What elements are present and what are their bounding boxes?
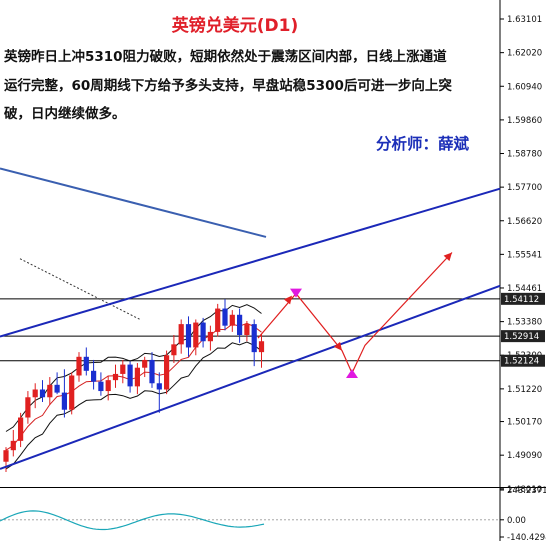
- band-lower: [5, 341, 262, 470]
- candle-body: [229, 314, 235, 326]
- candle-body: [32, 389, 38, 398]
- price-tag-box: [501, 354, 545, 367]
- candle-body: [251, 324, 257, 353]
- candle-body: [98, 381, 104, 392]
- candle-body: [134, 367, 140, 387]
- price-tick-label: 1.48010: [507, 485, 542, 495]
- candle-body: [61, 392, 67, 410]
- price-tag-box: [501, 292, 545, 305]
- analyst-label: 分析师：薛斌: [376, 134, 470, 153]
- price-tick-label: 1.59860: [507, 116, 542, 126]
- forecast-arrowhead: [333, 341, 342, 351]
- forecast-marker: [346, 368, 358, 378]
- forecast-marker: [290, 288, 302, 298]
- candle-body: [120, 364, 126, 374]
- candle-body: [91, 370, 97, 382]
- price-tick-label: 1.60940: [507, 82, 542, 92]
- indicator-tick-label: 243.2371: [507, 486, 546, 496]
- candle-body: [171, 344, 177, 356]
- candle-body: [54, 384, 60, 393]
- candle-body: [10, 440, 16, 451]
- candle-body: [164, 355, 170, 390]
- candle-body: [215, 308, 221, 332]
- candle-body: [237, 314, 243, 336]
- price-tick-label: 1.53380: [507, 318, 542, 328]
- candle-body: [39, 389, 46, 398]
- indicator-tick-label: 0.00: [507, 516, 526, 526]
- candle-body: [18, 417, 24, 441]
- price-tag-label: 1.52914: [504, 332, 539, 342]
- price-tick-label: 1.50170: [507, 418, 542, 428]
- price-tick-label: 1.57700: [507, 183, 542, 193]
- candle-body: [25, 397, 31, 418]
- channel-lower-line: [0, 284, 501, 470]
- candle-body: [222, 308, 228, 326]
- candle-body: [142, 359, 148, 368]
- price-tick-label: 1.51220: [507, 385, 542, 395]
- indicator-panel: 243.2371 0.00 -140.4294: [0, 486, 546, 541]
- forecast-arrowhead: [283, 295, 292, 305]
- ma60-line: [0, 167, 267, 238]
- candle-body: [127, 364, 133, 387]
- indicator-tick-label: -140.4294: [507, 533, 546, 541]
- price-tag-label: 1.52124: [504, 357, 539, 367]
- channel-upper-line: [0, 187, 501, 338]
- candle-body: [258, 341, 265, 353]
- forecast-path: [257, 252, 453, 375]
- candle-body: [76, 356, 82, 376]
- price-tick-label: 1.58780: [507, 150, 542, 160]
- price-tick-label: 1.56620: [507, 217, 542, 227]
- price-tag-label: 1.54112: [504, 295, 539, 305]
- candle-body: [105, 380, 111, 392]
- candle-body: [3, 450, 9, 462]
- candle-body: [178, 324, 184, 345]
- price-axis: 1.63101 1.62020 1.60940 1.59860 1.58780 1.577…: [500, 15, 545, 495]
- description-line-3: 破，日内继续做多。: [4, 105, 126, 122]
- chart-title: 英镑兑美元(D1): [172, 15, 298, 36]
- description-line-1: 英镑昨日上冲5310阻力破败，短期依然处于震荡区间内部，日线上涨通道: [3, 48, 447, 65]
- candle-body: [244, 324, 250, 336]
- candle-body: [156, 383, 162, 390]
- description-line-2: 运行完整，60周期线下方给予多头支持，早盘站稳5300后可进一步向上突: [4, 77, 452, 94]
- price-tick-label: 1.63101: [507, 15, 542, 25]
- price-tag-box: [501, 330, 545, 343]
- dotted-guide-line: [19, 258, 141, 320]
- candle-body: [185, 324, 192, 348]
- candle-body: [200, 322, 206, 342]
- candle-body: [149, 359, 155, 384]
- price-tick-label: 1.49090: [507, 451, 542, 461]
- candle-body: [207, 331, 213, 342]
- candle-body: [47, 384, 53, 398]
- candle-body: [69, 375, 75, 410]
- price-tick-label: 1.55541: [507, 250, 542, 260]
- forecast-arrowhead: [443, 252, 452, 262]
- indicator-line: [0, 510, 265, 531]
- price-tick-label: 1.54461: [507, 284, 542, 294]
- candle-body: [112, 373, 119, 381]
- candle-body: [193, 322, 199, 348]
- price-tick-label: 1.62020: [507, 49, 542, 59]
- candle-body: [83, 356, 89, 371]
